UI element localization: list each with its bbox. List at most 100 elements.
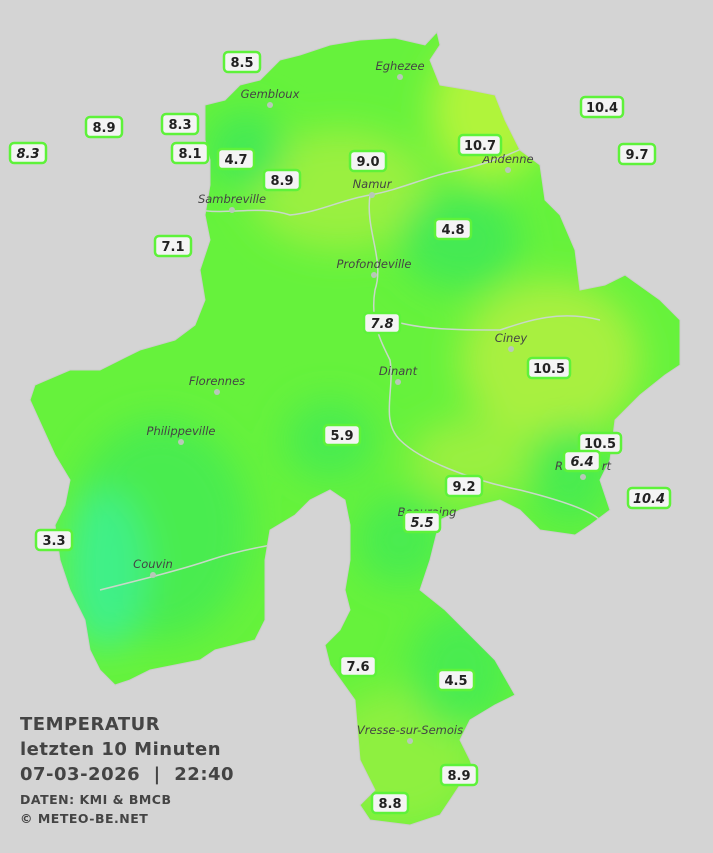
station-value: 10.5 xyxy=(533,362,565,377)
station-badge xyxy=(84,115,124,139)
station: 8.9 xyxy=(84,115,124,139)
station-badge xyxy=(436,668,476,692)
station-badge xyxy=(348,149,388,173)
city-dot xyxy=(150,572,156,578)
station: 4.7 xyxy=(216,147,256,171)
station: 8.9 xyxy=(262,168,302,192)
station-value: 9.0 xyxy=(356,155,379,170)
city-dot xyxy=(178,439,184,445)
source: DATEN: KMI & BMCB xyxy=(20,792,172,807)
station-value: 8.5 xyxy=(230,56,253,71)
station-value: 10.4 xyxy=(633,492,665,507)
station-badge xyxy=(262,168,302,192)
station-value: 9.7 xyxy=(625,148,648,163)
station: 4.8 xyxy=(433,217,473,241)
station: 8.8 xyxy=(370,791,410,815)
title: TEMPERATUR xyxy=(20,714,160,735)
station-value: 4.7 xyxy=(224,153,247,168)
station-badge xyxy=(617,142,657,166)
station-badge xyxy=(562,449,602,473)
station-value: 8.1 xyxy=(178,147,201,162)
station-value: 4.5 xyxy=(444,674,467,689)
station: 10.4 xyxy=(626,486,672,510)
station-badge xyxy=(370,791,410,815)
city-label: Eghezee xyxy=(375,59,424,73)
station: 4.5 xyxy=(436,668,476,692)
station-value: 5.5 xyxy=(410,516,433,531)
station: 5.5 xyxy=(402,510,442,534)
subtitle: letzten 10 Minuten xyxy=(20,739,221,760)
city-dot xyxy=(214,389,220,395)
station-value: 8.3 xyxy=(168,118,191,133)
station-badge xyxy=(322,423,362,447)
station-badge xyxy=(153,234,193,258)
city-dot xyxy=(508,346,514,352)
station-badge xyxy=(362,311,402,335)
station-value: 7.8 xyxy=(370,317,393,332)
city-dot xyxy=(229,207,235,213)
station: 6.4 xyxy=(562,449,602,473)
city-label: Couvin xyxy=(133,557,173,571)
station-badge xyxy=(160,112,200,136)
city-label: Ciney xyxy=(495,331,528,345)
city-label: Gembloux xyxy=(241,87,300,101)
station: 3.3 xyxy=(34,528,74,552)
station-value: 8.9 xyxy=(447,769,470,784)
city-dot xyxy=(371,272,377,278)
city-dot xyxy=(580,474,586,480)
station: 9.0 xyxy=(348,149,388,173)
station-value: 9.2 xyxy=(452,480,475,495)
station-value: 6.4 xyxy=(570,455,593,470)
station-badge xyxy=(402,510,442,534)
station-layer: 8.5 8.9 8.3 8.3 8.1 4.7 8.9 9.0 10.7 10.4 9.7 7.1 4.… xyxy=(8,50,672,815)
city-dot xyxy=(505,167,511,173)
station: 8.5 xyxy=(222,50,262,74)
city-label: Profondeville xyxy=(337,257,412,271)
station-badge xyxy=(579,95,625,119)
station: 10.5 xyxy=(577,431,623,455)
city-dot xyxy=(267,102,273,108)
station-badge xyxy=(170,141,210,165)
station-value: 8.9 xyxy=(270,174,293,189)
copyright: © METEO-BE.NET xyxy=(20,811,148,826)
station-value: 8.3 xyxy=(16,147,39,162)
station-badge xyxy=(526,356,572,380)
station-value: 10.5 xyxy=(584,437,616,452)
station: 8.3 xyxy=(8,141,48,165)
station: 7.8 xyxy=(362,311,402,335)
station: 8.3 xyxy=(160,112,200,136)
station-value: 7.1 xyxy=(161,240,184,255)
station: 7.6 xyxy=(338,654,378,678)
station-value: 5.9 xyxy=(330,429,353,444)
city-label: Florennes xyxy=(189,374,245,388)
city-label: Sambreville xyxy=(198,192,266,206)
station-badge xyxy=(439,763,479,787)
city-label: Dinant xyxy=(379,364,418,378)
station: 10.4 xyxy=(579,95,625,119)
station-value: 7.6 xyxy=(346,660,369,675)
station-badge xyxy=(626,486,672,510)
station-badge xyxy=(8,141,48,165)
station-badge xyxy=(338,654,378,678)
station: 10.7 xyxy=(457,133,503,157)
station-value: 3.3 xyxy=(42,534,65,549)
station: 10.5 xyxy=(526,356,572,380)
timestamp: 07-03-2026 | 22:40 xyxy=(20,764,234,785)
station: 8.9 xyxy=(439,763,479,787)
city-dot xyxy=(407,738,413,744)
city-label: Philippeville xyxy=(147,424,216,438)
station-value: 4.8 xyxy=(441,223,464,238)
station: 5.9 xyxy=(322,423,362,447)
station-badge xyxy=(444,474,484,498)
station-value: 8.9 xyxy=(92,121,115,136)
city-dot xyxy=(369,192,375,198)
station-value: 10.4 xyxy=(586,101,618,116)
city-dot xyxy=(395,379,401,385)
city-dot xyxy=(397,74,403,80)
city-label: Vresse-sur-Semois xyxy=(357,723,463,737)
station-value: 8.8 xyxy=(378,797,401,812)
station: 9.7 xyxy=(617,142,657,166)
title-block: TEMPERATUR letzten 10 Minuten 07-03-2026… xyxy=(20,714,234,826)
station-badge xyxy=(433,217,473,241)
